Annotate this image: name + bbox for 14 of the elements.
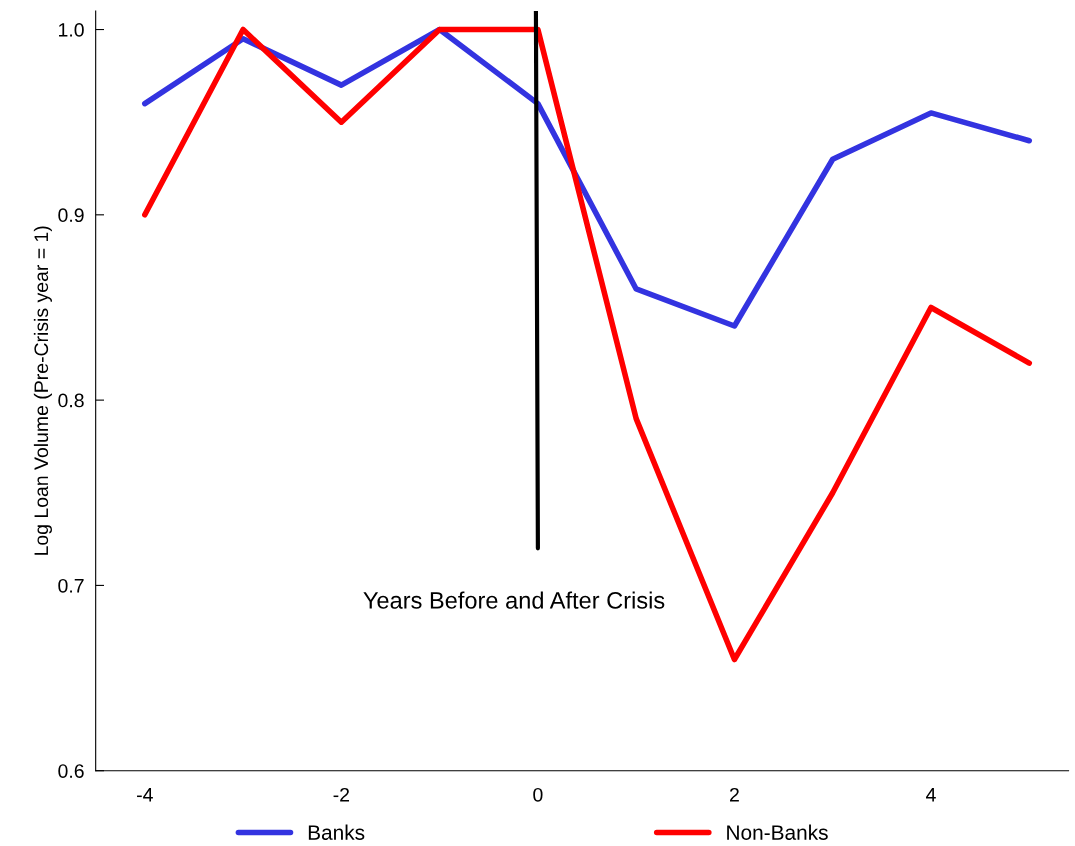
x-tick-label: 0 xyxy=(533,787,543,802)
legend-label: Non-Banks xyxy=(727,824,828,840)
y-tick-label: 0.8 xyxy=(58,393,84,408)
y-axis-title: Log Loan Volume (Pre-Crisis year = 1) xyxy=(33,226,52,555)
x-tick-label: -4 xyxy=(137,788,153,802)
y-tick-label: 0.6 xyxy=(58,764,84,778)
y-tick-label: 0.7 xyxy=(58,578,84,593)
y-tick-label: 0.9 xyxy=(58,208,84,223)
x-tick-label: 4 xyxy=(926,788,936,802)
x-tick-label: -2 xyxy=(333,787,350,802)
x-tick-label: 2 xyxy=(730,787,739,802)
legend-label: Banks xyxy=(308,824,365,840)
x-axis-title: Years Before and After Crisis xyxy=(363,591,665,609)
y-tick-label: 1.0 xyxy=(59,23,84,37)
